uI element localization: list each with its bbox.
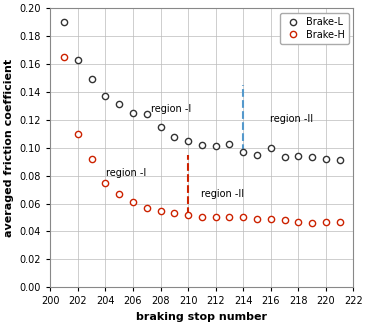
Legend: Brake-L, Brake-H: Brake-L, Brake-H: [280, 13, 349, 44]
Y-axis label: averaged friction coefficient: averaged friction coefficient: [4, 59, 14, 237]
Text: region -I: region -I: [106, 169, 146, 178]
Text: region -II: region -II: [201, 189, 244, 199]
Text: region -II: region -II: [270, 114, 313, 124]
X-axis label: braking stop number: braking stop number: [137, 312, 267, 322]
Text: region -I: region -I: [152, 104, 192, 114]
